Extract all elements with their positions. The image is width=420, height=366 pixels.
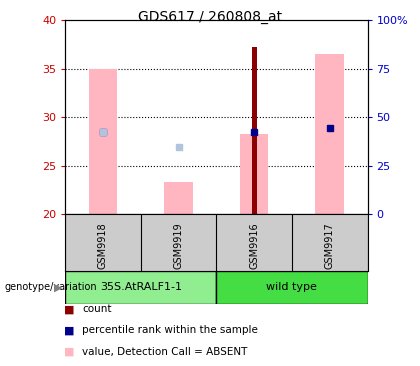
- Text: ▶: ▶: [54, 282, 62, 292]
- Text: GSM9919: GSM9919: [173, 223, 184, 269]
- Text: count: count: [82, 304, 111, 314]
- Text: GSM9918: GSM9918: [98, 223, 108, 269]
- Bar: [240, 134, 268, 214]
- Text: GSM9916: GSM9916: [249, 223, 259, 269]
- Bar: [89, 69, 117, 214]
- Bar: [216, 271, 368, 304]
- Text: GSM9917: GSM9917: [325, 223, 335, 269]
- Bar: [164, 182, 193, 214]
- Text: percentile rank within the sample: percentile rank within the sample: [82, 325, 258, 336]
- Text: ■: ■: [64, 347, 75, 357]
- Text: GDS617 / 260808_at: GDS617 / 260808_at: [138, 10, 282, 24]
- Text: ■: ■: [64, 325, 75, 336]
- Bar: [252, 47, 257, 214]
- Text: value, Detection Call = ABSENT: value, Detection Call = ABSENT: [82, 347, 247, 357]
- Text: ■: ■: [64, 304, 75, 314]
- Text: wild type: wild type: [266, 282, 318, 292]
- Text: 35S.AtRALF1-1: 35S.AtRALF1-1: [100, 282, 182, 292]
- Bar: [315, 54, 344, 214]
- Bar: [65, 271, 216, 304]
- Text: genotype/variation: genotype/variation: [4, 282, 97, 292]
